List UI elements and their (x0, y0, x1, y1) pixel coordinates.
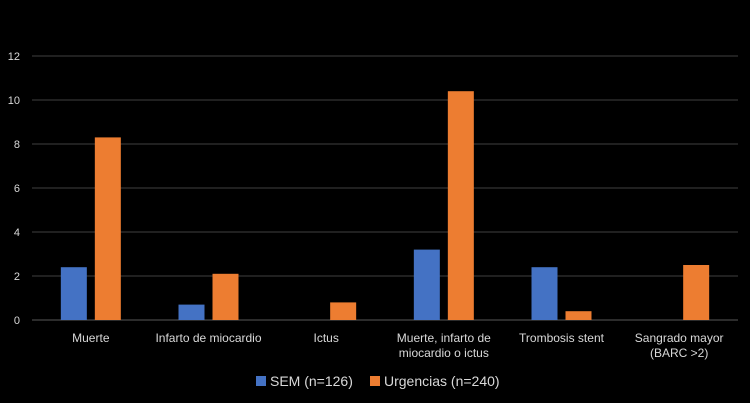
x-category-label: Infarto de miocardio (155, 331, 261, 345)
legend-label-urgencias: Urgencias (n=240) (384, 373, 500, 389)
legend: SEM (n=126) Urgencias (n=240) (256, 373, 500, 389)
bar-urgencias (330, 302, 357, 320)
bar-sem (413, 249, 440, 320)
legend-label-sem: SEM (n=126) (270, 373, 353, 389)
bars (60, 91, 710, 320)
y-tick-label: 2 (14, 271, 20, 283)
x-category-label: Ictus (313, 331, 338, 345)
y-tick-label: 12 (8, 51, 20, 63)
y-tick-label: 8 (14, 139, 20, 151)
y-tick-label: 0 (14, 315, 20, 327)
x-category-label: Sangrado mayor (BARC >2) (635, 331, 724, 360)
legend-swatch-urgencias (370, 376, 380, 386)
x-axis-category-labels: Muerte Infarto de miocardio Ictus Muerte, i… (72, 331, 723, 360)
bar-sem (60, 267, 87, 320)
legend-swatch-sem (256, 376, 266, 386)
bar-urgencias (565, 311, 592, 320)
bar-sem (178, 304, 205, 320)
gridlines (32, 55, 738, 321)
y-tick-label: 4 (14, 227, 20, 239)
y-tick-label: 6 (14, 183, 20, 195)
x-category-label: Trombosis stent (519, 331, 605, 345)
bar-urgencias (94, 137, 121, 320)
bar-urgencias (447, 91, 474, 320)
x-category-label: Muerte, infarto de miocardio o ictus (397, 331, 491, 360)
x-category-label: Muerte (72, 331, 110, 345)
bar-sem (531, 267, 558, 320)
y-tick-label: 10 (8, 95, 20, 107)
y-axis-tick-labels: 0 2 4 6 8 10 12 (8, 51, 20, 327)
bar-urgencias (683, 265, 710, 320)
bar-urgencias (212, 273, 239, 320)
